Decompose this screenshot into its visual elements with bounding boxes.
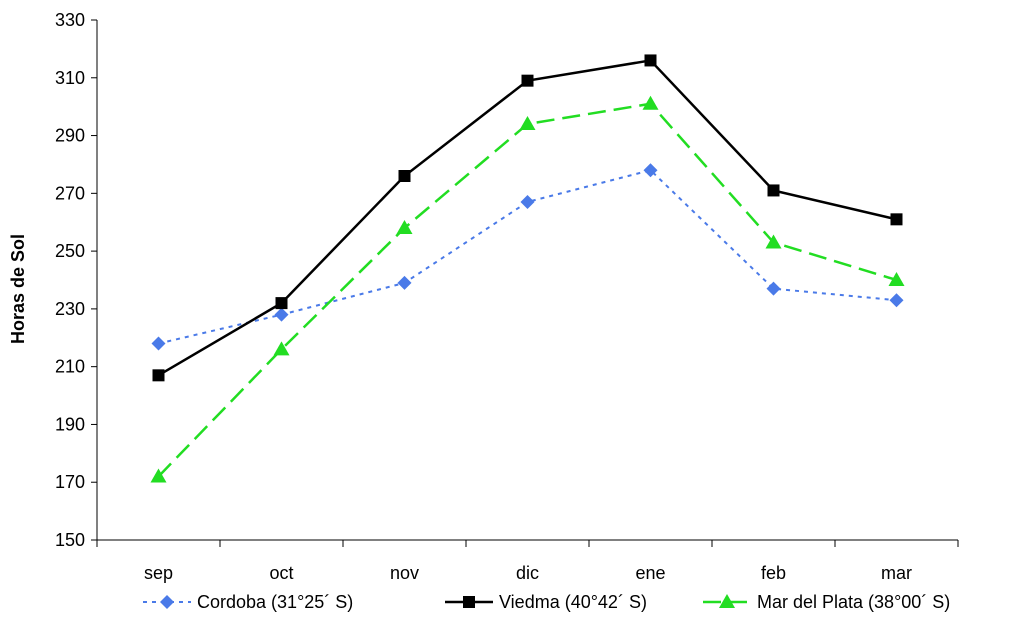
data-point — [274, 307, 289, 322]
series-line — [157, 59, 897, 377]
data-point — [275, 297, 288, 310]
legend-item-1: Viedma (40°42´ S) — [445, 592, 647, 612]
x-tick-label: feb — [761, 563, 786, 583]
data-point — [519, 116, 536, 130]
y-tick-label: 330 — [55, 10, 85, 30]
y-tick-label: 230 — [55, 299, 85, 319]
data-point — [397, 275, 412, 290]
data-point — [642, 95, 659, 110]
x-tick-label: oct — [269, 563, 293, 583]
data-point — [767, 184, 780, 197]
series-0 — [151, 163, 904, 351]
data-point — [521, 74, 534, 87]
y-tick-label: 150 — [55, 530, 85, 550]
y-tick-label: 190 — [55, 414, 85, 434]
data-point — [889, 293, 904, 308]
legend-swatch-marker — [719, 594, 735, 608]
y-tick-label: 250 — [55, 241, 85, 261]
y-tick-label: 290 — [55, 126, 85, 146]
x-axis-ticks: sep oct nov dic ene feb mar — [96, 540, 959, 583]
data-point — [766, 281, 781, 296]
series-1 — [152, 54, 903, 382]
x-tick-label: ene — [635, 563, 665, 583]
y-tick-label: 310 — [55, 68, 85, 88]
x-tick-label: mar — [881, 563, 912, 583]
x-tick-label: dic — [516, 563, 539, 583]
data-point — [643, 163, 658, 178]
data-point — [273, 341, 290, 356]
data-point — [150, 468, 167, 483]
legend-swatch-marker — [463, 596, 475, 608]
y-tick-label: 270 — [55, 183, 85, 203]
y-tick-label: 170 — [55, 472, 85, 492]
data-point — [644, 54, 657, 67]
axes — [96, 20, 958, 541]
series-layer — [150, 54, 905, 483]
legend-label: Cordoba (31°25´ S) — [197, 592, 353, 612]
legend-swatch-marker — [160, 595, 174, 609]
legend-label: Mar del Plata (38°00´ S) — [757, 592, 950, 612]
data-point — [152, 369, 165, 382]
x-tick-label: nov — [390, 563, 419, 583]
series-line — [157, 102, 897, 478]
data-point — [396, 220, 413, 234]
data-point — [888, 272, 905, 286]
data-point — [151, 336, 166, 351]
legend-item-2: Mar del Plata (38°00´ S) — [703, 592, 950, 612]
legend: Cordoba (31°25´ S) Viedma (40°42´ S) Mar d… — [143, 592, 950, 612]
data-point — [765, 234, 782, 249]
x-tick-label: sep — [144, 563, 173, 583]
y-tick-label: 210 — [55, 357, 85, 377]
legend-item-0: Cordoba (31°25´ S) — [143, 592, 353, 612]
data-point — [890, 213, 903, 226]
y-axis-label: Horas de Sol — [8, 234, 28, 344]
series-2 — [150, 95, 905, 483]
legend-label: Viedma (40°42´ S) — [499, 592, 647, 612]
data-point — [520, 195, 535, 209]
y-axis-ticks: 150 170 190 210 230 250 270 290 310 330 — [55, 10, 97, 550]
data-point — [398, 170, 411, 182]
